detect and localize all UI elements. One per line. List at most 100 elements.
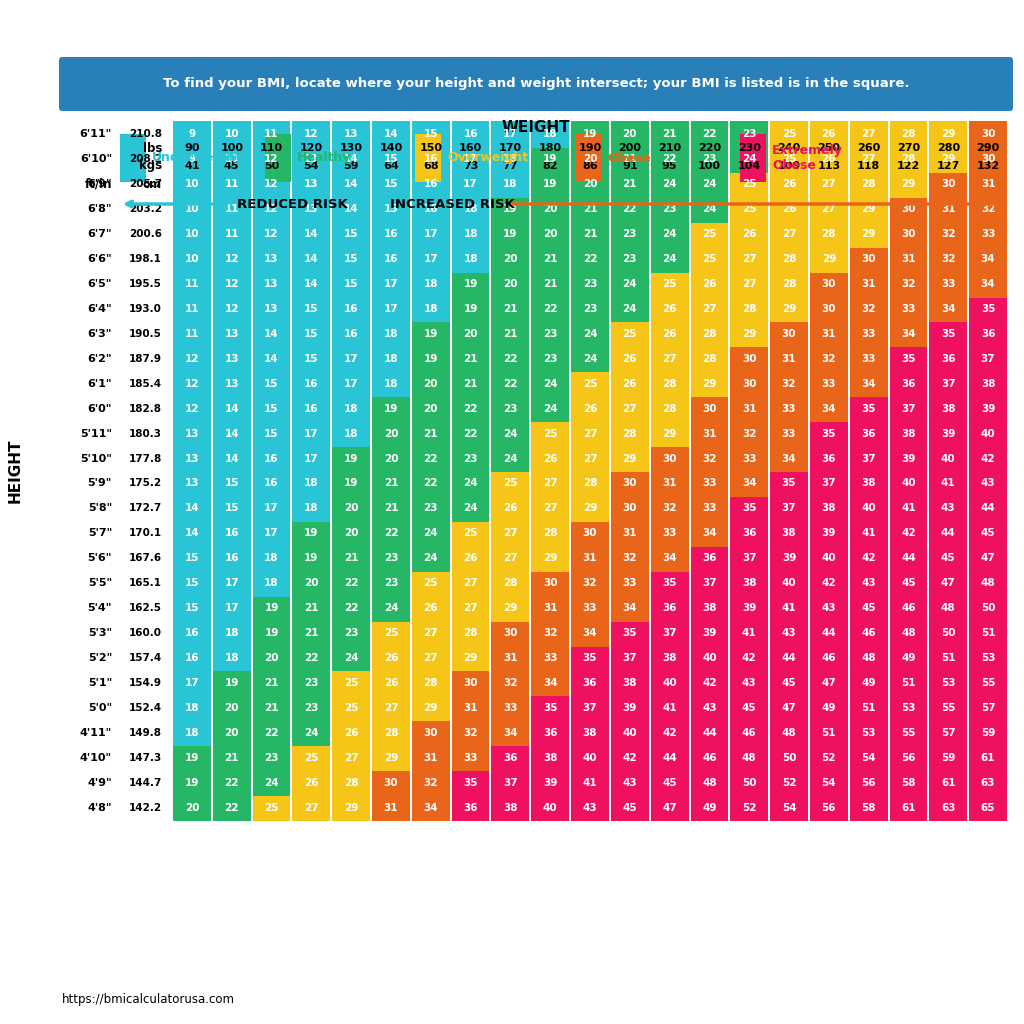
Bar <box>531 371 569 397</box>
Bar <box>253 296 291 323</box>
Bar <box>492 694 529 721</box>
Bar <box>253 470 291 497</box>
Bar <box>173 569 211 597</box>
Text: 40: 40 <box>861 504 876 513</box>
Text: 14: 14 <box>384 129 398 139</box>
Text: 13: 13 <box>184 454 199 464</box>
Text: 33: 33 <box>503 702 517 713</box>
Text: 22: 22 <box>224 777 239 787</box>
Text: 19: 19 <box>424 354 438 364</box>
Bar <box>531 495 569 522</box>
Bar <box>969 270 1007 298</box>
Bar <box>730 196 768 222</box>
Bar <box>730 769 768 796</box>
Text: 38: 38 <box>742 579 757 588</box>
Text: 46: 46 <box>742 728 757 737</box>
Bar <box>372 270 410 298</box>
Bar <box>730 719 768 746</box>
Bar <box>810 495 848 522</box>
Text: 43: 43 <box>781 628 797 638</box>
Text: 4'10": 4'10" <box>80 753 112 763</box>
Text: 165.1: 165.1 <box>129 579 162 588</box>
Text: 5'6": 5'6" <box>88 553 112 563</box>
Text: 42: 42 <box>901 528 915 539</box>
Text: 31: 31 <box>981 179 995 189</box>
Text: 32: 32 <box>981 204 995 214</box>
Text: 35: 35 <box>941 329 955 339</box>
Text: 15: 15 <box>304 304 318 314</box>
Text: 16: 16 <box>463 129 478 139</box>
Bar <box>531 545 569 571</box>
Text: 34: 34 <box>663 553 677 563</box>
Bar <box>650 644 688 672</box>
Text: 5'1": 5'1" <box>88 678 112 688</box>
Bar <box>531 420 569 447</box>
Text: 36: 36 <box>663 603 677 613</box>
Bar <box>850 221 888 248</box>
Bar <box>293 196 330 222</box>
Text: REDUCED RISK: REDUCED RISK <box>237 198 348 211</box>
Text: 32: 32 <box>543 628 557 638</box>
Text: 16: 16 <box>304 403 318 414</box>
Text: 15: 15 <box>344 229 358 240</box>
Bar <box>412 744 450 771</box>
Text: 30: 30 <box>543 579 557 588</box>
Text: 32: 32 <box>503 678 517 688</box>
Bar <box>332 694 370 721</box>
Bar <box>492 146 529 173</box>
Bar <box>770 246 808 272</box>
Text: 41: 41 <box>861 528 876 539</box>
Text: 280: 280 <box>937 143 959 153</box>
Text: 5'9": 5'9" <box>88 478 112 488</box>
Bar <box>850 445 888 472</box>
Bar <box>850 420 888 447</box>
Bar <box>730 470 768 497</box>
Text: 170: 170 <box>499 143 522 153</box>
Text: 18: 18 <box>543 129 557 139</box>
Text: 53: 53 <box>901 702 915 713</box>
Text: 30: 30 <box>901 204 915 214</box>
Bar <box>969 196 1007 222</box>
Bar <box>571 620 609 646</box>
Text: 44: 44 <box>981 504 995 513</box>
Text: 15: 15 <box>224 504 239 513</box>
Bar <box>492 794 529 821</box>
Bar <box>531 121 569 147</box>
Text: 36: 36 <box>702 553 717 563</box>
Bar <box>890 371 928 397</box>
Text: 16: 16 <box>224 553 239 563</box>
Bar <box>372 146 410 173</box>
Text: 31: 31 <box>463 702 478 713</box>
Bar <box>930 620 968 646</box>
Bar <box>850 769 888 796</box>
Bar <box>611 371 649 397</box>
Bar <box>372 371 410 397</box>
Text: 13: 13 <box>344 129 358 139</box>
Text: 27: 27 <box>781 229 797 240</box>
Text: 13: 13 <box>304 155 318 165</box>
Bar <box>213 470 251 497</box>
Text: 260: 260 <box>857 143 881 153</box>
Bar <box>571 794 609 821</box>
Text: 31: 31 <box>583 553 597 563</box>
Bar <box>213 246 251 272</box>
Text: 50: 50 <box>264 161 280 171</box>
Bar <box>611 620 649 646</box>
Bar <box>412 321 450 347</box>
Bar <box>492 371 529 397</box>
Text: 37: 37 <box>941 379 955 389</box>
Text: 49: 49 <box>861 678 876 688</box>
Bar <box>452 520 489 547</box>
Bar <box>293 670 330 696</box>
Bar <box>890 470 928 497</box>
Text: 100: 100 <box>698 161 721 171</box>
Text: 35: 35 <box>663 579 677 588</box>
Text: 47: 47 <box>941 579 955 588</box>
Bar <box>492 719 529 746</box>
Bar <box>332 345 370 373</box>
Text: 25: 25 <box>781 155 797 165</box>
Bar <box>690 670 728 696</box>
Text: HEIGHT: HEIGHT <box>7 438 23 503</box>
Bar <box>531 345 569 373</box>
Text: 38: 38 <box>941 403 955 414</box>
